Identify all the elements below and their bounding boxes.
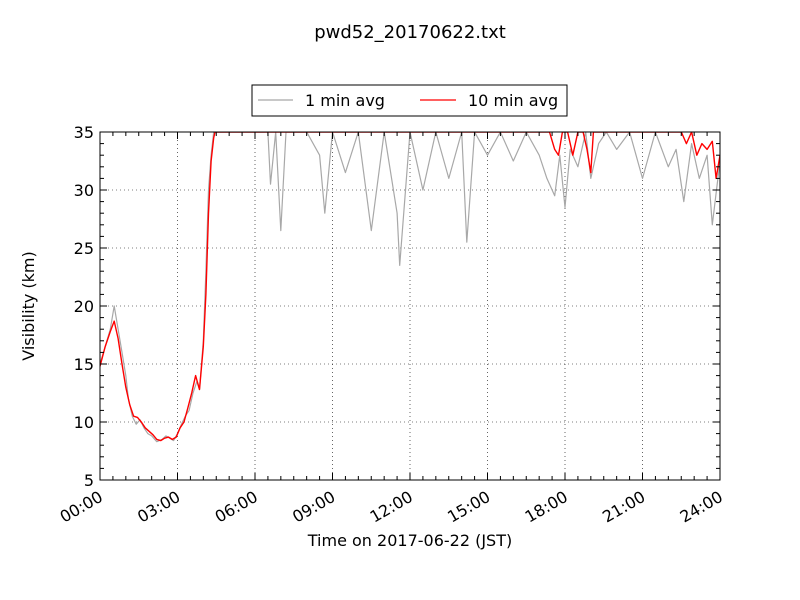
y-tick-label: 15 xyxy=(74,355,94,374)
series-line-10-min-avg xyxy=(100,132,720,442)
y-tick-label: 30 xyxy=(74,181,94,200)
chart-title: pwd52_20170622.txt xyxy=(314,22,506,43)
x-tick-label: 06:00 xyxy=(212,487,261,527)
legend: 1 min avg 10 min avg xyxy=(251,84,568,117)
x-tick-label: 09:00 xyxy=(289,487,338,527)
y-axis-label: Visibility (km) xyxy=(19,251,38,360)
x-tick-label: 00:00 xyxy=(57,487,106,527)
x-tick-label: 15:00 xyxy=(444,487,493,527)
x-tick-label: 21:00 xyxy=(599,487,648,527)
y-tick-label: 35 xyxy=(74,123,94,142)
y-tick-label: 5 xyxy=(84,471,94,490)
ticks xyxy=(99,131,721,481)
series-line-1-min-avg xyxy=(100,132,720,443)
x-tick-label: 03:00 xyxy=(134,487,183,527)
grid xyxy=(100,132,720,480)
x-tick-label: 12:00 xyxy=(367,487,416,527)
y-tick-label: 25 xyxy=(74,239,94,258)
y-tick-labels: 5 10 15 20 25 30 35 xyxy=(74,123,94,490)
x-tick-labels: 00:00 03:00 06:00 09:00 12:00 15:00 18:00 21:00… xyxy=(57,487,726,527)
legend-label-10-min-avg: 10 min avg xyxy=(468,91,558,110)
y-tick-label: 10 xyxy=(74,413,94,432)
legend-frame xyxy=(251,84,568,117)
x-axis-label: Time on 2017-06-22 (JST) xyxy=(307,531,512,550)
legend-label-1-min-avg: 1 min avg xyxy=(305,91,385,110)
y-tick-label: 20 xyxy=(74,297,94,316)
x-tick-label: 24:00 xyxy=(677,487,726,527)
x-tick-label: 18:00 xyxy=(522,487,571,527)
